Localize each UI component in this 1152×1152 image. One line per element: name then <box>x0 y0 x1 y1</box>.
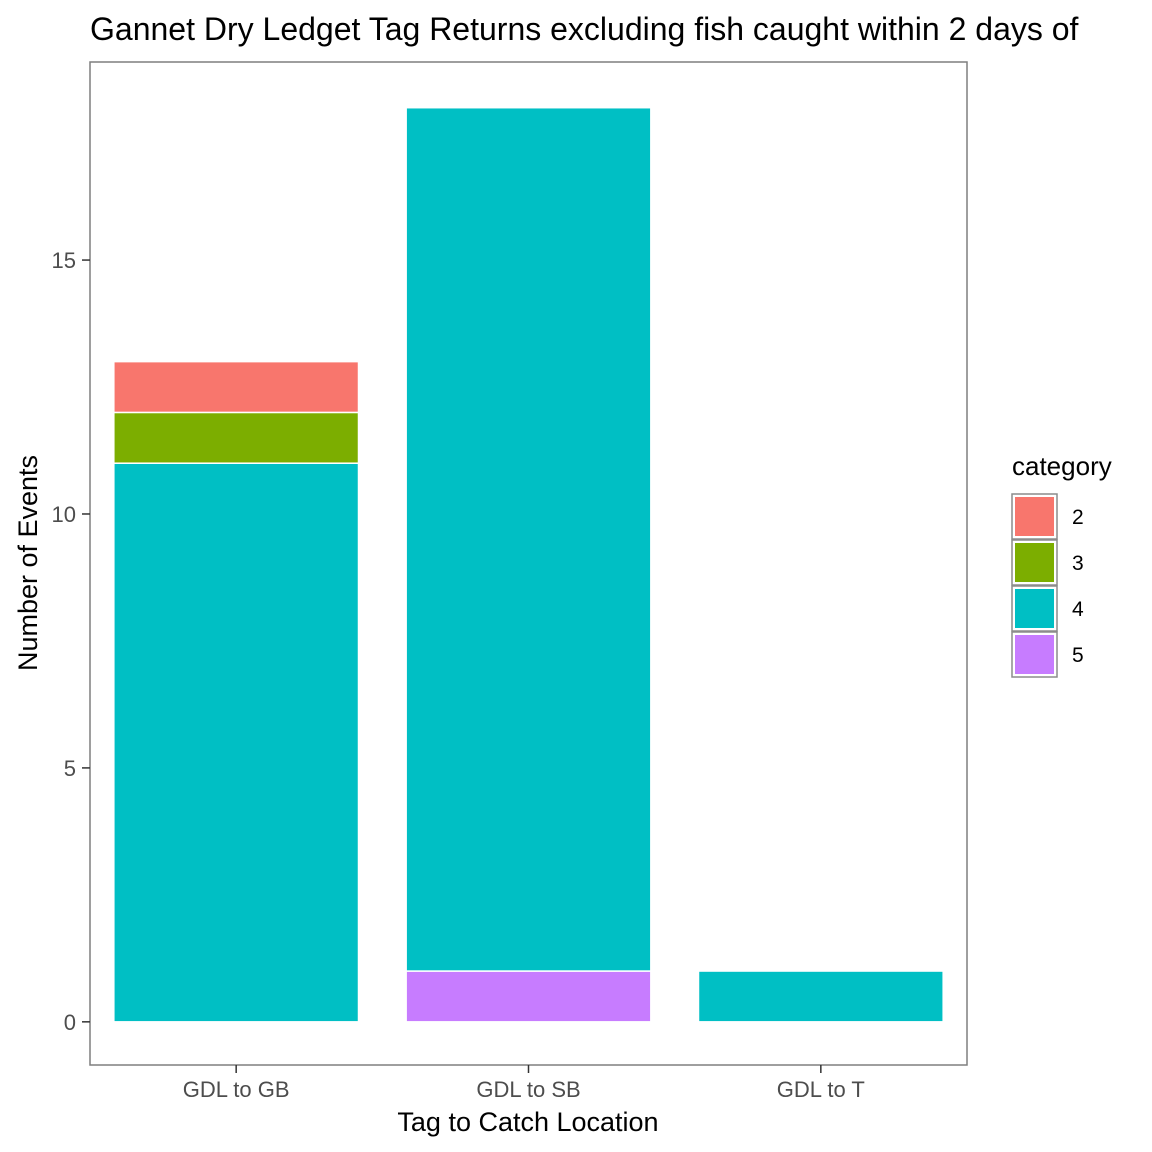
bar-segment-gdl-to-sb-category-4 <box>405 106 652 972</box>
legend-label-4: 4 <box>1072 598 1084 621</box>
x-tick-label: GDL to SB <box>476 1077 580 1102</box>
y-tick-label: 0 <box>64 1010 76 1035</box>
bar-segment-gdl-to-t-category-4 <box>697 970 944 1023</box>
x-tick-label: GDL to GB <box>183 1077 290 1102</box>
y-tick-label: 10 <box>52 502 76 527</box>
x-tick-label: GDL to T <box>777 1077 865 1102</box>
bar-segment-gdl-to-gb-category-2 <box>113 360 360 414</box>
legend-label-3: 3 <box>1072 552 1084 575</box>
bars-layer <box>113 106 944 1023</box>
bar-segment-gdl-to-gb-category-4 <box>113 462 360 1023</box>
y-axis: 0 5 10 15 <box>52 248 90 1035</box>
x-axis: GDL to GB GDL to SB GDL to T <box>183 1065 865 1102</box>
legend-label-5: 5 <box>1072 644 1084 667</box>
legend-swatch-3 <box>1015 543 1054 582</box>
legend-swatch-4 <box>1015 589 1054 628</box>
chart-title: Gannet Dry Ledget Tag Returns excluding … <box>90 11 1079 47</box>
legend-swatch-5 <box>1015 635 1054 674</box>
y-axis-title: Number of Events <box>13 455 43 671</box>
legend-title: category <box>1012 451 1112 481</box>
legend-swatch-2 <box>1015 497 1054 536</box>
legend-label-2: 2 <box>1072 506 1084 529</box>
legend: category 2 3 4 5 <box>1011 451 1112 678</box>
bar-segment-gdl-to-sb-category-5 <box>405 970 652 1023</box>
y-tick-label: 15 <box>52 248 76 273</box>
bar-segment-gdl-to-gb-category-3 <box>113 411 360 464</box>
y-tick-label: 5 <box>64 756 76 781</box>
x-axis-title: Tag to Catch Location <box>397 1107 658 1137</box>
